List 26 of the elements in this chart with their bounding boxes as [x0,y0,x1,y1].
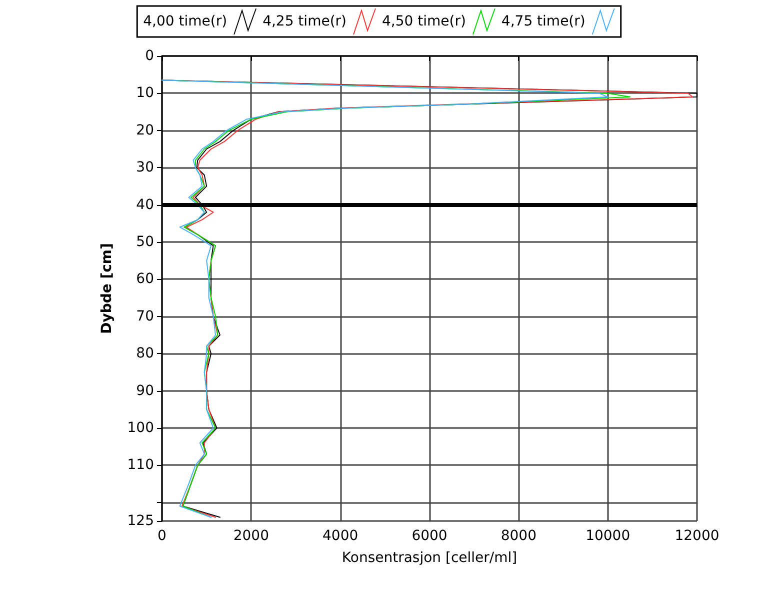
legend-label: 4,50 time(r) [382,14,466,30]
x-tick-label: 10000 [586,528,630,544]
y-axis-title: Dybde [cm] [99,243,115,334]
y-tick-label: 80 [136,346,154,362]
x-tick-label: 6000 [412,528,448,544]
legend-label: 4,75 time(r) [501,14,586,30]
y-tick-label: 0 [145,48,154,64]
x-axis-title: Konsentrasjon [celler/ml] [342,550,518,566]
y-tick-label: 20 [136,122,154,138]
x-tick-label: 2000 [233,528,269,544]
y-tick-label: 40 [136,196,154,213]
y-tick-label: 50 [136,234,154,250]
y-tick-label: 125 [127,513,154,529]
y-tick-label: 110 [127,457,154,474]
y-tick-label: 90 [136,382,154,399]
y-tick-label: 70 [136,308,154,324]
legend-label: 4,00 time(r) [143,14,228,30]
x-tick-label: 0 [158,528,166,544]
y-tick-label: 60 [136,271,154,288]
x-tick-label: 8000 [500,528,536,544]
y-tick-label: 100 [127,420,154,436]
x-tick-label: 12000 [674,528,720,544]
y-tick-label: 30 [136,160,154,176]
x-tick-label: 4000 [322,528,358,544]
legend-label: 4,25 time(r) [262,14,346,30]
y-tick-label: 10 [136,85,154,102]
